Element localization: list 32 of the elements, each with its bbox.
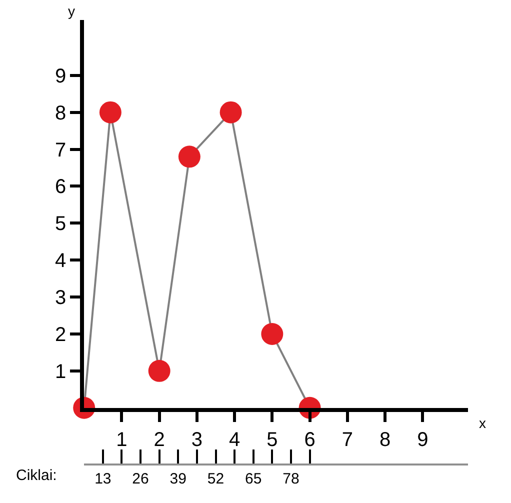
x2-tick-label: 65: [245, 470, 262, 488]
x-tick-label: 4: [228, 428, 240, 451]
y-axis-title: y: [68, 3, 75, 19]
y-tick-label: 8: [54, 102, 66, 124]
y-tick-label: 1: [54, 360, 66, 383]
y-tick-label: 9: [54, 65, 66, 88]
x2-tick-label: 13: [94, 470, 112, 488]
x2-tick-label: 52: [207, 470, 224, 488]
point: [178, 146, 200, 168]
y-tick-label: 6: [54, 176, 66, 198]
point: [220, 101, 242, 124]
y-tick-label: 4: [54, 250, 66, 272]
x-tick-label: 8: [379, 428, 391, 451]
y-tick-label: 2: [54, 324, 66, 346]
x2-axis-title: Ciklai:: [16, 467, 57, 484]
x2-tick-label: 39: [170, 470, 186, 488]
x2-tick-label: 26: [132, 470, 149, 488]
y-tick-label: 3: [54, 287, 66, 310]
point: [99, 101, 122, 124]
x-tick-label: 1: [116, 428, 128, 451]
x2-tick-label: 78: [282, 470, 300, 488]
y-tick-label: 5: [54, 213, 66, 236]
x-tick-label: 9: [417, 428, 428, 451]
x-axis-title: x: [479, 415, 486, 431]
x-tick-label: 2: [154, 428, 165, 451]
point: [261, 322, 284, 345]
x-tick-label: 5: [266, 428, 278, 451]
x-tick-label: 6: [304, 428, 316, 451]
x-tick-label: 3: [191, 428, 203, 451]
y-tick-label: 7: [54, 139, 66, 162]
point: [148, 360, 170, 382]
x-tick-label: 7: [342, 428, 353, 451]
